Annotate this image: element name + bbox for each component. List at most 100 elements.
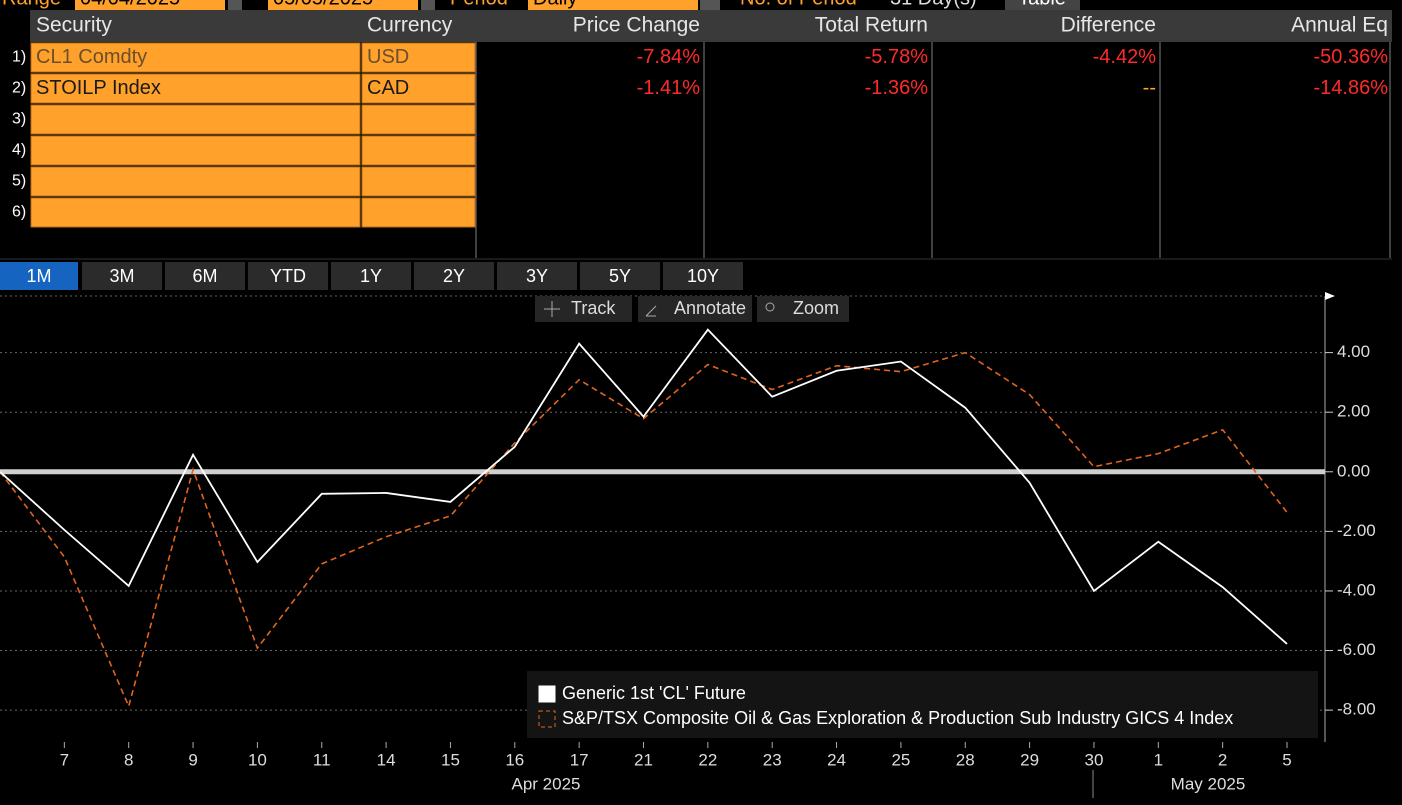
security: CL1 Comdty	[36, 46, 147, 68]
x-tick-label: 30	[1084, 750, 1103, 769]
x-tick-label: 21	[634, 750, 653, 769]
start-date-field[interactable]	[75, 0, 225, 10]
view-button[interactable]	[1005, 0, 1080, 10]
column-header: Price Change	[573, 14, 700, 37]
series-line	[0, 328, 1288, 645]
period-tab[interactable]	[248, 262, 328, 290]
cell-value: -5.78%	[865, 46, 929, 68]
currency-cell[interactable]	[361, 73, 476, 104]
legend-swatch[interactable]	[538, 685, 556, 703]
period-tab[interactable]	[165, 262, 245, 290]
row-number: 1)	[12, 49, 26, 66]
x-tick-label: 7	[60, 750, 69, 769]
end-date: 05/05/2025	[273, 0, 373, 9]
annotate-icon	[645, 305, 657, 317]
column-header: Currency	[367, 14, 453, 37]
period-tab[interactable]	[331, 262, 411, 290]
currency-cell[interactable]	[361, 135, 476, 166]
x-tick-label: 17	[570, 750, 589, 769]
period-tab-label: 3Y	[526, 266, 548, 286]
legend-swatch[interactable]	[538, 710, 556, 728]
zoom-icon	[765, 302, 775, 312]
x-tick-label: 2	[1218, 750, 1227, 769]
currency-cell[interactable]	[361, 166, 476, 197]
legend-box	[527, 671, 1318, 738]
x-tick-label: 24	[827, 750, 846, 769]
period-tab[interactable]	[414, 262, 494, 290]
x-tick-label: 9	[188, 750, 197, 769]
period-tab-label: 1M	[26, 266, 51, 286]
chart-tool-button[interactable]	[638, 296, 752, 322]
cell-value: -14.86%	[1314, 77, 1389, 99]
x-tick-label: 16	[505, 750, 524, 769]
column-header: Total Return	[815, 14, 928, 37]
x-tick-label: 28	[956, 750, 975, 769]
row-number: 5)	[12, 173, 26, 190]
chart-tool-label: Zoom	[793, 298, 839, 318]
currency: CAD	[367, 77, 409, 99]
currency: USD	[367, 46, 409, 68]
y-tick-label: -8.00	[1337, 700, 1376, 719]
end-date-button[interactable]	[421, 0, 435, 10]
x-tick-label: 14	[377, 750, 396, 769]
track-icon	[544, 301, 560, 317]
cell-value: -50.36%	[1314, 46, 1389, 68]
cell-value: -4.42%	[1093, 46, 1157, 68]
count-label: No. of Period	[740, 0, 857, 9]
x-tick-label: 15	[441, 750, 460, 769]
period-tab[interactable]	[497, 262, 577, 290]
security-cell[interactable]	[30, 135, 361, 166]
security-cell[interactable]	[30, 104, 361, 135]
security-cell[interactable]	[30, 42, 361, 73]
column-header: Security	[36, 14, 112, 37]
start-date-button[interactable]	[228, 0, 242, 10]
cell-value: -1.41%	[637, 77, 701, 99]
chart-tool-label: Annotate	[674, 298, 746, 318]
currency-cell[interactable]	[361, 42, 476, 73]
chart-tool-button[interactable]	[757, 296, 849, 322]
end-date-field[interactable]	[268, 0, 418, 10]
currency-cell[interactable]	[361, 104, 476, 135]
table-header-bg	[30, 10, 1392, 42]
range-label: Range	[2, 0, 61, 9]
series-line	[0, 351, 1288, 709]
period: Daily	[533, 0, 577, 9]
period-tab-label: 1Y	[360, 266, 382, 286]
row-number: 2)	[12, 80, 26, 97]
y-tick-label: 4.00	[1337, 342, 1370, 361]
x-tick-label: 29	[1020, 750, 1039, 769]
column-header: Difference	[1061, 14, 1156, 37]
period-tab[interactable]	[82, 262, 162, 290]
period-label: Period	[450, 0, 508, 9]
security-cell[interactable]	[30, 166, 361, 197]
y-tick-label: 0.00	[1337, 461, 1370, 480]
period-button[interactable]	[700, 0, 720, 10]
y-tick-label: 2.00	[1337, 402, 1370, 421]
period-tab[interactable]	[0, 262, 78, 290]
security-cell[interactable]	[30, 197, 361, 228]
period-tab-label: 10Y	[687, 266, 719, 286]
month-label: May 2025	[1171, 774, 1246, 793]
x-tick-label: 25	[891, 750, 910, 769]
axis-arrow	[1325, 292, 1335, 300]
period-tab-label: 3M	[109, 266, 134, 286]
period-tab-label: 6M	[192, 266, 217, 286]
legend-label: Generic 1st 'CL' Future	[562, 683, 746, 703]
period-tab[interactable]	[580, 262, 660, 290]
start-date: 04/04/2025	[80, 0, 180, 9]
currency-cell[interactable]	[361, 197, 476, 228]
cell-value: --	[1143, 77, 1156, 99]
y-tick-label: -4.00	[1337, 580, 1376, 599]
x-tick-label: 11	[313, 750, 331, 769]
security-cell[interactable]	[30, 73, 361, 104]
x-tick-label: 10	[248, 750, 267, 769]
period-tab-label: 5Y	[609, 266, 631, 286]
period-tab-label: YTD	[270, 266, 306, 286]
row-number: 4)	[12, 142, 26, 159]
period-tab[interactable]	[663, 262, 743, 290]
cell-value: -1.36%	[865, 77, 929, 99]
x-tick-label: 22	[698, 750, 717, 769]
y-tick-label: -6.00	[1337, 640, 1376, 659]
period-field[interactable]	[528, 0, 698, 10]
